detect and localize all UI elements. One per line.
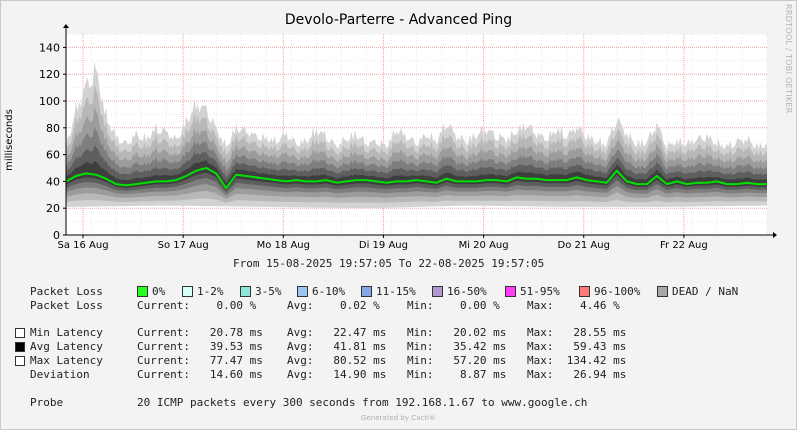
loss-min: Min: 0.00 % xyxy=(407,299,500,312)
loss-bucket-label: 96-100% xyxy=(594,285,641,298)
loss-bucket-label: 51-95% xyxy=(520,285,560,298)
loss-bucket-label: 1-2% xyxy=(197,285,224,298)
loss-bucket-label: 0% xyxy=(152,285,166,298)
x-tick-label: Sa 16 Aug xyxy=(57,240,108,251)
generated-by: Generated by Cacti® xyxy=(361,414,436,422)
min-latency-avg: Avg: 22.47 ms xyxy=(287,326,387,339)
loss-bucket-label: 11-15% xyxy=(376,285,416,298)
x-tick-label: Mo 18 Aug xyxy=(257,240,310,251)
rrdtool-watermark: RRDTOOL / TOBI OETIKER xyxy=(784,4,793,114)
avg-latency-current: Current: 39.53 ms xyxy=(137,340,263,353)
loss-avg: Avg: 0.02 % xyxy=(287,299,380,312)
min-latency-min: Min: 20.02 ms xyxy=(407,326,507,339)
loss-bucket-swatch xyxy=(361,286,372,297)
loss-bucket-swatch xyxy=(657,286,668,297)
loss-bucket-label: 3-5% xyxy=(255,285,282,298)
x-tick-label: Mi 20 Aug xyxy=(459,240,509,251)
graph-title: Devolo-Parterre - Advanced Ping xyxy=(284,12,513,28)
y-axis-arrow xyxy=(63,24,69,28)
max-latency-avg: Avg: 80.52 ms xyxy=(287,354,387,367)
max-latency-max: Max: 134.42 ms xyxy=(527,354,627,367)
avg-latency-line xyxy=(65,167,767,190)
max-latency-min: Min: 57.20 ms xyxy=(407,354,507,367)
loss-bucket-label: 6-10% xyxy=(312,285,346,298)
loss-bucket-swatch xyxy=(505,286,516,297)
max-latency-current: Current: 77.47 ms xyxy=(137,354,263,367)
loss-bucket-swatch xyxy=(579,286,590,297)
y-tick-label: 140 xyxy=(39,41,60,54)
min-latency-current: Current: 20.78 ms xyxy=(137,326,263,339)
loss-bucket-swatch xyxy=(297,286,308,297)
deviation-max: Max: 26.94 ms xyxy=(527,368,627,381)
max-latency-swatch xyxy=(15,356,25,366)
x-tick-label: Do 21 Aug xyxy=(558,240,610,251)
loss-max: Max: 4.46 % xyxy=(527,299,620,312)
avg-latency-swatch xyxy=(15,342,25,352)
y-tick-label: 0 xyxy=(53,229,60,242)
avg-latency-max: Max: 59.43 ms xyxy=(527,340,627,353)
deviation-avg: Avg: 14.90 ms xyxy=(287,368,387,381)
min-latency-label: Min Latency xyxy=(30,326,103,339)
loss-bucket-swatch xyxy=(182,286,193,297)
x-axis-arrow xyxy=(773,232,777,238)
avg-latency-avg: Avg: 41.81 ms xyxy=(287,340,387,353)
y-tick-label: 120 xyxy=(39,68,60,81)
min-latency-swatch xyxy=(15,328,25,338)
x-tick-label: Di 19 Aug xyxy=(359,240,408,251)
max-latency-label: Max Latency xyxy=(30,354,103,367)
y-tick-label: 60 xyxy=(46,149,60,162)
time-range: From 15-08-2025 19:57:05 To 22-08-2025 1… xyxy=(233,257,545,270)
y-axis-label: milliseconds xyxy=(4,109,15,171)
y-tick-label: 80 xyxy=(46,122,60,135)
deviation-label: Deviation xyxy=(30,368,90,381)
loss-stats-label: Packet Loss xyxy=(30,299,103,312)
loss-bucket-label: DEAD / NaN xyxy=(672,285,739,298)
loss-bucket-swatch xyxy=(432,286,443,297)
probe-label: Probe xyxy=(30,396,64,409)
avg-latency-min: Min: 35.42 ms xyxy=(407,340,507,353)
latency-band xyxy=(66,160,767,191)
min-latency-max: Max: 28.55 ms xyxy=(527,326,627,339)
loss-bucket-label: 16-50% xyxy=(447,285,487,298)
x-tick-label: Fr 22 Aug xyxy=(660,240,708,251)
avg-latency-label: Avg Latency xyxy=(30,340,103,353)
x-tick-label: So 17 Aug xyxy=(158,240,209,251)
loss-bucket-swatch xyxy=(240,286,251,297)
y-tick-label: 20 xyxy=(46,202,60,215)
loss-legend-label: Packet Loss xyxy=(30,285,103,298)
deviation-min: Min: 8.87 ms xyxy=(407,368,507,381)
probe-text: 20 ICMP packets every 300 seconds from 1… xyxy=(137,396,588,409)
latency-chart: 0 20 40 60 80 100 120 140 Sa 16 Aug So 17 Aug Mo 1… xyxy=(4,24,777,251)
loss-bucket-swatch xyxy=(137,286,148,297)
y-tick-label: 100 xyxy=(39,95,60,108)
loss-current: Current: 0.00 % xyxy=(137,299,257,312)
deviation-current: Current: 14.60 ms xyxy=(137,368,263,381)
y-tick-label: 40 xyxy=(46,175,60,188)
